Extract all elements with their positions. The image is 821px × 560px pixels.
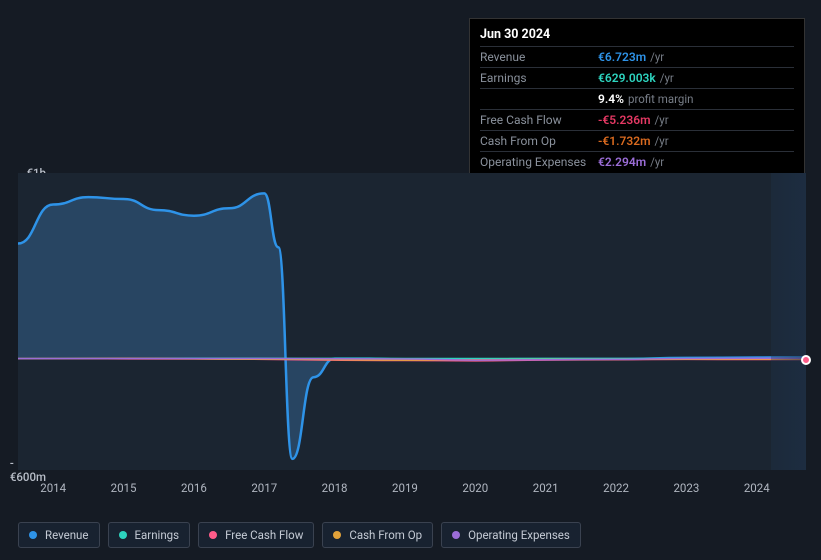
- legend-label: Earnings: [135, 528, 180, 542]
- x-axis-tick-label: 2020: [462, 481, 488, 495]
- legend-item[interactable]: Revenue: [18, 522, 100, 548]
- tooltip-row-value: €6.723m: [598, 50, 646, 64]
- tooltip-row: Revenue€6.723m/yr: [480, 46, 794, 67]
- x-axis-tick-label: 2023: [673, 481, 699, 495]
- tooltip-row-value: €629.003k: [598, 71, 656, 85]
- x-axis-tick-label: 2017: [251, 481, 277, 495]
- x-axis-labels: 2014 2015 2016 2017 2018 2019 2020 2021 2022 2023…: [18, 481, 806, 501]
- hover-marker: [801, 355, 811, 365]
- tooltip-row-suffix: profit margin: [628, 92, 694, 106]
- future-overlay: [771, 173, 806, 470]
- legend-item[interactable]: Free Cash Flow: [198, 522, 314, 548]
- legend-item[interactable]: Earnings: [108, 522, 191, 548]
- tooltip-row-label: Earnings: [480, 71, 598, 85]
- legend-label: Operating Expenses: [468, 528, 570, 542]
- tooltip-date: Jun 30 2024: [480, 25, 794, 46]
- x-axis-tick-label: 2024: [744, 481, 770, 495]
- legend-dot-icon: [452, 531, 460, 539]
- tooltip-row: Free Cash Flow-€5.236m/yr: [480, 109, 794, 130]
- x-axis-tick-label: 2021: [533, 481, 559, 495]
- chart-svg: [18, 173, 806, 470]
- legend-dot-icon: [29, 531, 37, 539]
- tooltip-row-suffix: /yr: [660, 71, 674, 85]
- x-axis-tick-label: 2022: [603, 481, 629, 495]
- tooltip-row-suffix: /yr: [650, 50, 664, 64]
- tooltip-rows: Revenue€6.723m/yrEarnings€629.003k/yr9.4…: [480, 46, 794, 172]
- legend-item[interactable]: Cash From Op: [322, 522, 433, 548]
- legend-dot-icon: [119, 531, 127, 539]
- plot-region[interactable]: [18, 173, 806, 470]
- legend-label: Cash From Op: [349, 528, 422, 542]
- tooltip-row-value: 9.4%: [598, 92, 624, 106]
- legend: Revenue Earnings Free Cash Flow Cash From O…: [18, 522, 581, 548]
- financials-chart-container: { "theme": { "background": "#151b24", "p…: [0, 0, 821, 560]
- x-axis-tick-label: 2019: [392, 481, 418, 495]
- tooltip-row-value: -€1.732m: [598, 134, 651, 148]
- chart-area: €1b€0-€600m 2014201520162017201820192020…: [18, 155, 806, 485]
- x-axis-tick-label: 2014: [40, 481, 66, 495]
- x-axis-tick-label: 2016: [181, 481, 207, 495]
- legend-label: Revenue: [45, 528, 89, 542]
- legend-dot-icon: [333, 531, 341, 539]
- legend-label: Free Cash Flow: [225, 528, 303, 542]
- tooltip-row-suffix: /yr: [655, 113, 669, 127]
- tooltip-row-label: Revenue: [480, 50, 598, 64]
- tooltip-row: 9.4% profit margin: [480, 88, 794, 109]
- legend-item[interactable]: Operating Expenses: [441, 522, 581, 548]
- x-axis-tick-label: 2018: [322, 481, 348, 495]
- x-axis-tick-label: 2015: [111, 481, 137, 495]
- tooltip-row-label: Free Cash Flow: [480, 113, 598, 127]
- tooltip-row-label: Cash From Op: [480, 134, 598, 148]
- tooltip-row: Cash From Op-€1.732m/yr: [480, 130, 794, 151]
- tooltip-row: Earnings€629.003k/yr: [480, 67, 794, 88]
- tooltip-row-value: -€5.236m: [598, 113, 651, 127]
- legend-dot-icon: [209, 531, 217, 539]
- tooltip-row-suffix: /yr: [655, 134, 669, 148]
